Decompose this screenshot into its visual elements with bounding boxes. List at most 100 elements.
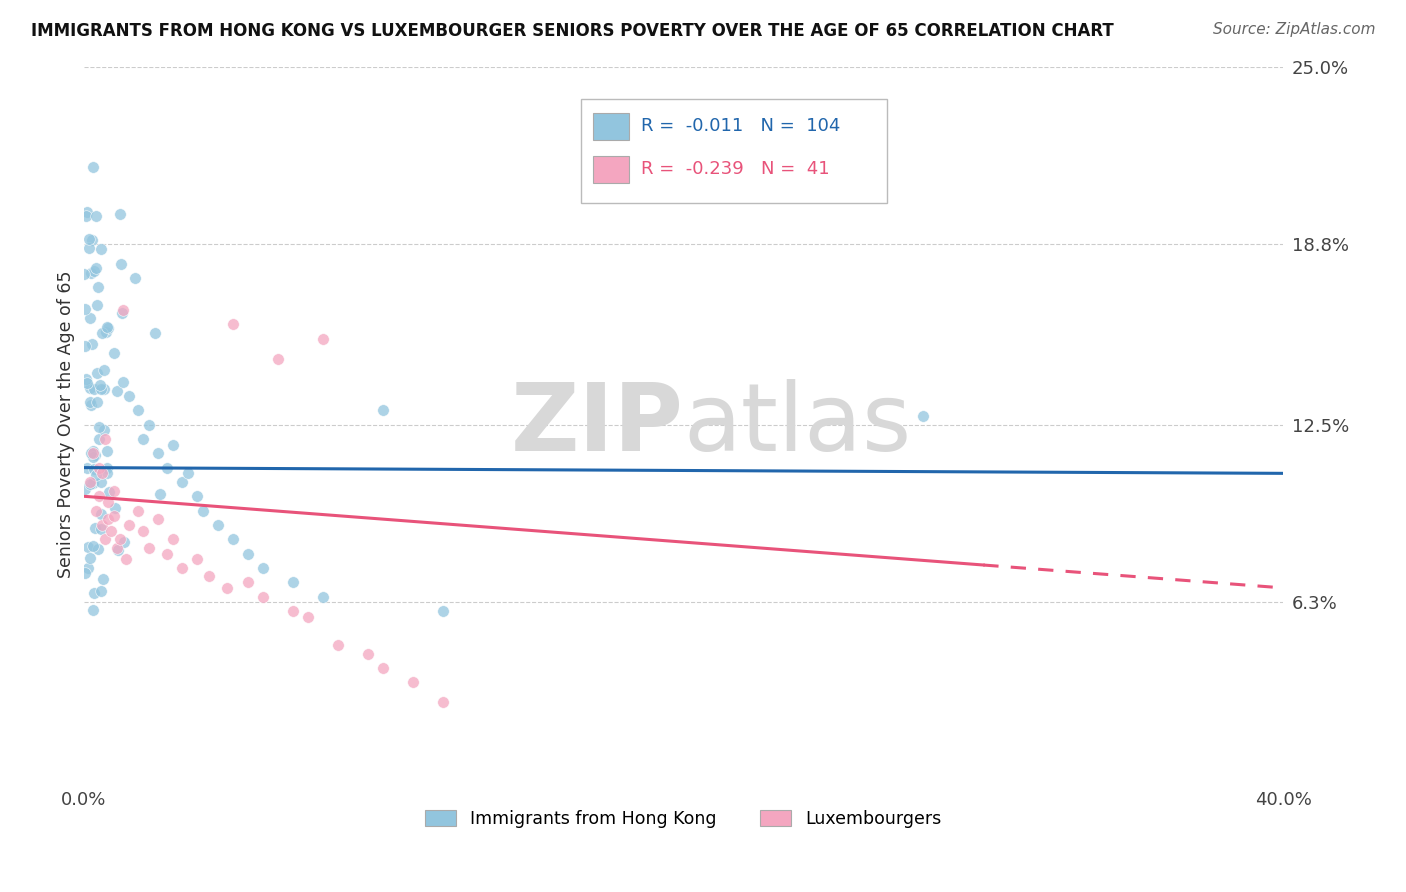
Text: IMMIGRANTS FROM HONG KONG VS LUXEMBOURGER SENIORS POVERTY OVER THE AGE OF 65 COR: IMMIGRANTS FROM HONG KONG VS LUXEMBOURGE… [31, 22, 1114, 40]
Point [82, 233, 104, 247]
Point [80, 266, 103, 280]
Point [402, 675, 425, 690]
Point [312, 332, 335, 346]
Point [84, 448, 107, 462]
Point [252, 561, 274, 575]
Point [222, 318, 245, 332]
Point [82, 450, 104, 464]
Point [172, 475, 194, 489]
Text: R =  -0.239   N =  41: R = -0.239 N = 41 [641, 160, 830, 178]
Point [283, 604, 305, 618]
Point [93, 572, 115, 586]
Text: atlas: atlas [683, 378, 911, 471]
Point [96, 460, 118, 475]
Point [79, 394, 101, 409]
Point [73, 482, 96, 496]
Point [80, 336, 103, 351]
Point [86, 395, 108, 409]
Point [357, 647, 380, 661]
Point [186, 552, 208, 566]
Point [93, 533, 115, 547]
Point [105, 541, 128, 555]
Point [132, 524, 155, 538]
Point [108, 533, 131, 547]
Point [117, 389, 139, 403]
Point [111, 306, 134, 320]
Point [75, 338, 97, 352]
Point [149, 486, 172, 500]
Point [79, 398, 101, 412]
Point [252, 590, 274, 604]
Point [103, 509, 125, 524]
Point [76, 461, 98, 475]
Point [84, 520, 107, 534]
Point [77, 561, 100, 575]
Point [238, 575, 260, 590]
Point [89, 377, 111, 392]
Point [76, 376, 98, 390]
FancyBboxPatch shape [593, 156, 630, 184]
Point [77, 241, 100, 255]
Point [76, 204, 98, 219]
Point [84, 261, 107, 276]
Point [83, 264, 105, 278]
Point [93, 382, 115, 396]
Point [86, 210, 108, 224]
Point [156, 547, 179, 561]
FancyBboxPatch shape [582, 99, 887, 202]
Point [148, 446, 170, 460]
Point [117, 517, 139, 532]
Point [90, 382, 112, 396]
Point [186, 489, 208, 503]
Point [90, 517, 112, 532]
Point [172, 561, 194, 575]
Text: Source: ZipAtlas.com: Source: ZipAtlas.com [1212, 22, 1375, 37]
Point [328, 638, 350, 652]
Point [79, 551, 101, 566]
Point [82, 539, 104, 553]
Point [83, 462, 105, 476]
Point [79, 476, 101, 491]
Point [86, 366, 108, 380]
Point [83, 382, 105, 396]
Point [198, 569, 221, 583]
Point [138, 417, 160, 432]
Point [217, 581, 239, 595]
Point [75, 566, 97, 581]
Point [162, 533, 184, 547]
Point [87, 542, 110, 557]
Point [77, 540, 100, 554]
Point [90, 475, 112, 489]
Point [124, 271, 146, 285]
Point [84, 468, 107, 483]
Point [127, 403, 149, 417]
Point [283, 575, 305, 590]
Point [222, 533, 245, 547]
Point [238, 547, 260, 561]
Text: R =  -0.011   N =  104: R = -0.011 N = 104 [641, 117, 841, 135]
Point [138, 541, 160, 555]
Point [80, 445, 103, 459]
Point [77, 232, 100, 246]
Point [96, 495, 118, 509]
Point [82, 603, 104, 617]
Point [93, 423, 115, 437]
Point [89, 432, 111, 446]
Point [90, 522, 112, 536]
Point [87, 460, 110, 475]
Point [83, 586, 105, 600]
Point [75, 301, 97, 316]
Point [432, 696, 454, 710]
Point [103, 483, 125, 498]
Point [373, 403, 395, 417]
Point [143, 326, 166, 341]
Point [90, 326, 112, 341]
Point [89, 508, 111, 522]
Point [156, 460, 179, 475]
Point [177, 467, 200, 481]
Point [75, 372, 97, 386]
Point [112, 535, 135, 549]
Point [912, 409, 935, 423]
Point [90, 584, 112, 599]
Text: ZIP: ZIP [510, 378, 683, 471]
